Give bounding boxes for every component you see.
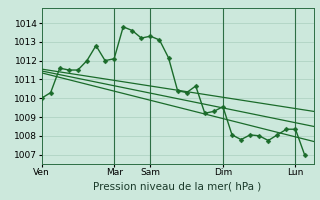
- X-axis label: Pression niveau de la mer( hPa ): Pression niveau de la mer( hPa ): [93, 181, 262, 191]
